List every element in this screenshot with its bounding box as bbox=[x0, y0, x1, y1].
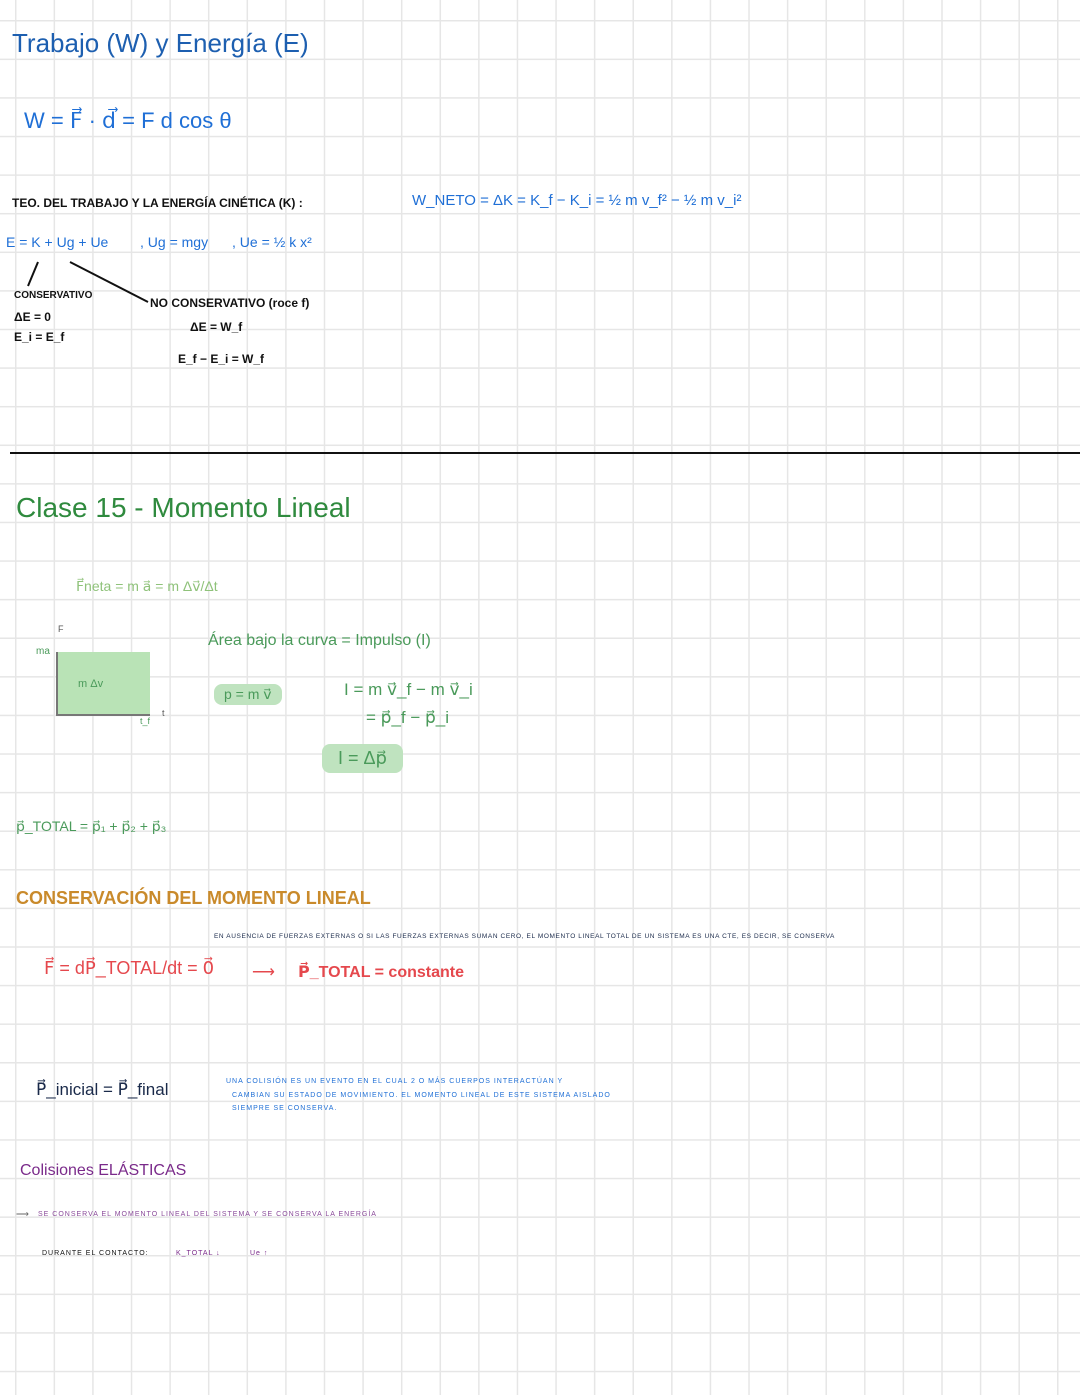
section-divider bbox=[10, 452, 1080, 454]
arrow-icon: ⟶ bbox=[16, 1209, 29, 1219]
impulse-graph bbox=[56, 652, 150, 716]
ug-formula: , Ug = mgy bbox=[140, 234, 209, 250]
conservative-line1: ΔE = 0 bbox=[14, 310, 51, 324]
p-total: p⃗_TOTAL = p⃗₁ + p⃗₂ + p⃗₃ bbox=[16, 818, 167, 834]
collision-note-3: SIEMPRE SE CONSERVA. bbox=[232, 1105, 338, 1112]
graph-y-mark: ma bbox=[36, 646, 50, 657]
collision-note-2: CAMBIAN SU ESTADO DE MOVIMIENTO. EL MOME… bbox=[232, 1092, 611, 1099]
nonconservative-line1: ΔE = W_f bbox=[190, 320, 243, 334]
nonconservative-label: NO CONSERVATIVO (roce f) bbox=[150, 296, 310, 310]
k-total: K_TOTAL ↓ bbox=[176, 1250, 221, 1257]
momentum-definition: p = m v⃗ bbox=[214, 684, 282, 705]
area-text: Área bajo la curva = Impulso (I) bbox=[208, 632, 431, 649]
conservative-label: CONSERVATIVO bbox=[14, 290, 93, 301]
theorem-label: TEO. DEL TRABAJO Y LA ENERGÍA CINÉTICA (… bbox=[12, 196, 303, 210]
branch-arrows bbox=[27, 261, 149, 303]
newton-formula: F⃗neta = m a⃗ = m Δv⃗/Δt bbox=[76, 578, 218, 594]
impulse-line2: = p⃗_f − p⃗_i bbox=[366, 708, 450, 727]
impulse-box: I = Δp⃗ bbox=[322, 744, 403, 773]
conservation-result: P⃗_TOTAL = constante bbox=[298, 964, 464, 981]
collisions-note: SE CONSERVA EL MOMENTO LINEAL DEL SISTEM… bbox=[38, 1211, 377, 1218]
arrow-icon: ⟶ bbox=[252, 964, 275, 981]
graph-x-mark: t_f bbox=[140, 716, 151, 726]
graph-y-axis: F bbox=[58, 624, 64, 634]
collisions-title: Colisiones ELÁSTICAS bbox=[20, 1162, 187, 1179]
conservation-title: CONSERVACIÓN DEL MOMENTO LINEAL bbox=[16, 888, 371, 908]
collision-note-1: UNA COLISIÓN ES UN EVENTO EN EL CUAL 2 O… bbox=[226, 1078, 564, 1085]
energy-formula: E = K + Ug + Ue bbox=[6, 234, 109, 250]
conservation-formula: F⃗ = dP⃗_TOTAL/dt = 0⃗ bbox=[44, 958, 215, 978]
contact-label: DURANTE EL CONTACTO: bbox=[42, 1250, 149, 1257]
momentum-equality: P⃗_inicial = P⃗_final bbox=[36, 1080, 169, 1099]
impulse-line1: I = m v⃗_f − m v⃗_i bbox=[344, 680, 473, 699]
ue-change: Ue ↑ bbox=[250, 1250, 269, 1257]
ue-formula: , Ue = ½ k x² bbox=[232, 234, 312, 250]
page-title: Trabajo (W) y Energía (E) bbox=[12, 28, 309, 58]
conservative-line2: E_i = E_f bbox=[14, 330, 65, 344]
conservation-note: EN AUSENCIA DE FUERZAS EXTERNAS O SI LAS… bbox=[214, 933, 835, 940]
graph-x-axis: t bbox=[162, 708, 165, 718]
theorem-formula: W_NETO = ΔK = K_f − K_i = ½ m v_f² − ½ m… bbox=[412, 192, 742, 209]
nonconservative-line2: E_f − E_i = W_f bbox=[178, 352, 265, 366]
work-formula: W = F⃗ · d⃗ = F d cos θ bbox=[24, 108, 232, 133]
graph-area-label: m Δv bbox=[78, 678, 104, 690]
section-title: Clase 15 - Momento Lineal bbox=[16, 492, 351, 523]
